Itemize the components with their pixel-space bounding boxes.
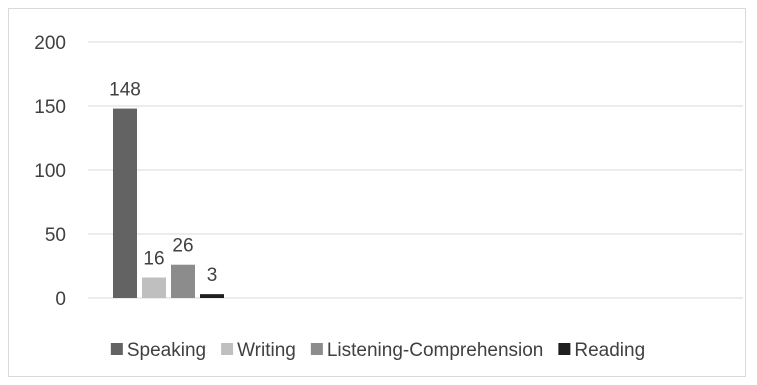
bar-speaking <box>113 108 137 298</box>
legend: Speaking Writing Listening-Comprehension Re… <box>110 340 645 361</box>
legend-label-reading: Reading <box>574 340 645 361</box>
gridlines <box>88 41 743 299</box>
data-label-writing: 16 <box>143 249 164 270</box>
y-tick-label-50: 50 <box>45 225 66 246</box>
legend-item-listening-comprehension: Listening-Comprehension <box>310 340 544 361</box>
legend-item-writing: Writing <box>221 340 296 361</box>
legend-label-speaking: Speaking <box>127 340 206 361</box>
data-labels: 148 16 26 3 <box>109 80 217 287</box>
legend-swatch-listening-comprehension <box>310 343 323 355</box>
legend-swatch-reading <box>558 343 571 355</box>
legend-label-listening-comprehension: Listening-Comprehension <box>327 340 544 361</box>
legend-swatch-speaking <box>110 343 123 355</box>
y-tick-label-100: 100 <box>34 161 66 182</box>
bar-chart: 0 50 100 150 200 148 16 26 3 Speaking Writing Lis… <box>34 33 743 361</box>
bar-listening-comprehension <box>171 264 195 298</box>
data-label-reading: 3 <box>207 265 218 286</box>
y-tick-label-0: 0 <box>55 289 66 310</box>
bar-reading <box>200 294 224 298</box>
legend-item-reading: Reading <box>558 340 645 361</box>
legend-label-writing: Writing <box>237 340 296 361</box>
y-tick-label-200: 200 <box>34 33 66 54</box>
y-axis-ticks: 0 50 100 150 200 <box>34 33 66 310</box>
data-label-speaking: 148 <box>109 80 141 101</box>
chart-frame: 0 50 100 150 200 148 16 26 3 Speaking Writing Lis… <box>8 8 746 377</box>
bars <box>113 108 224 298</box>
data-label-listening-comprehension: 26 <box>172 236 193 257</box>
y-tick-label-150: 150 <box>34 97 66 118</box>
legend-item-speaking: Speaking <box>110 340 206 361</box>
legend-swatch-writing <box>221 343 234 355</box>
bar-writing <box>142 277 166 298</box>
